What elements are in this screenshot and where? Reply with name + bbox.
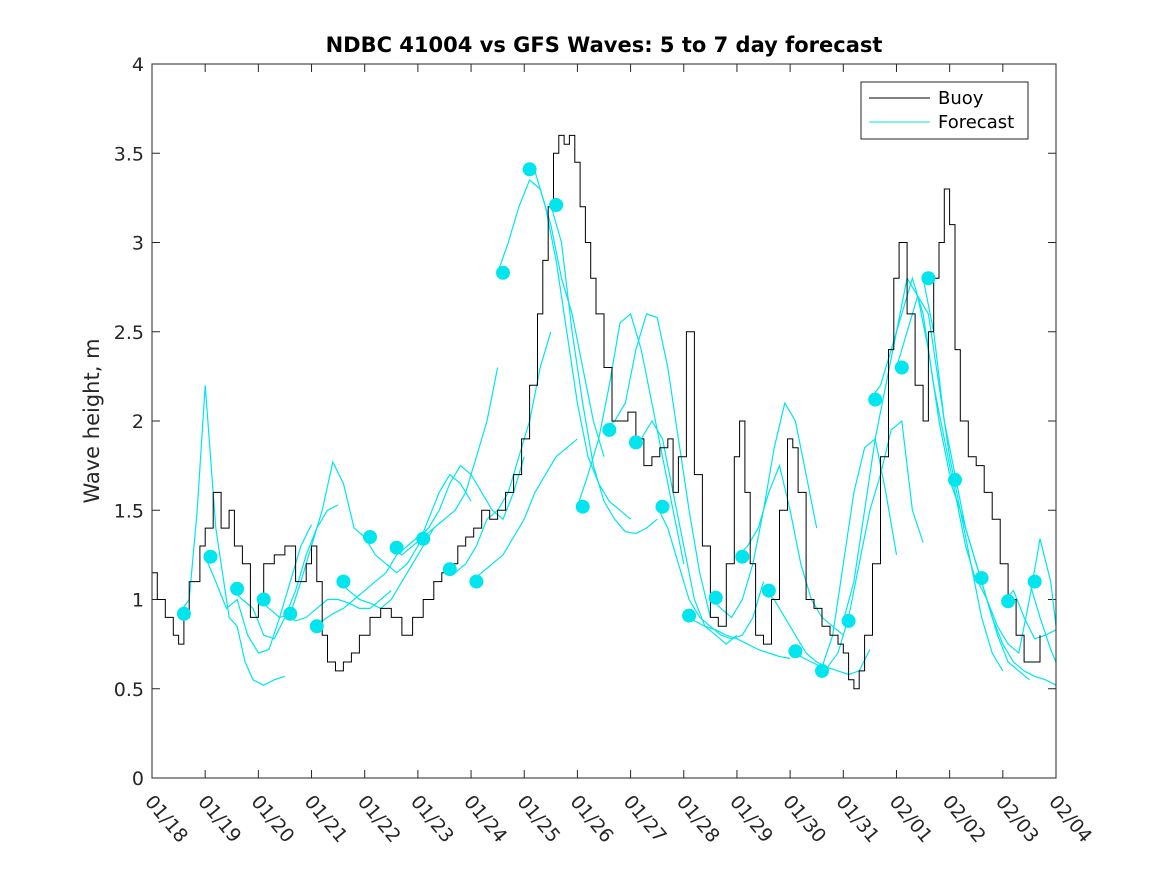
forecast-line: [603, 313, 711, 618]
forecast-marker: [416, 531, 431, 546]
forecast-marker: [442, 562, 457, 577]
y-tick-label: 4: [132, 54, 144, 76]
forecast-line: [816, 419, 924, 672]
forecast-line: [949, 479, 1057, 686]
forecast-marker: [549, 198, 564, 212]
forecast-marker: [682, 608, 697, 623]
forecast-line: [763, 590, 871, 676]
forecast-marker: [1027, 574, 1042, 589]
forecast-marker: [948, 472, 962, 487]
forecast-line: [178, 385, 286, 686]
forecast-marker: [841, 613, 856, 628]
forecast-marker: [815, 663, 829, 678]
forecast-line: [789, 437, 898, 669]
forecast-marker: [389, 540, 404, 555]
legend: Buoy Forecast: [860, 81, 1029, 140]
forecast-marker: [628, 435, 643, 450]
forecast-marker: [522, 162, 537, 177]
forecast-markers: [176, 162, 1042, 678]
forecast-marker: [203, 549, 218, 564]
forecast-line: [497, 179, 605, 457]
y-tick-label: 0.5: [114, 679, 144, 701]
forecast-marker: [655, 499, 670, 514]
forecast-line: [390, 367, 499, 556]
forecast-marker: [974, 571, 989, 586]
forecast-line: [524, 168, 631, 520]
forecast-marker: [230, 581, 245, 596]
forecast-line: [869, 276, 977, 582]
forecast-marker: [761, 583, 776, 598]
forecast-line: [1028, 581, 1057, 663]
forecast-marker: [363, 530, 377, 544]
y-tick-label: 1.5: [114, 500, 144, 522]
forecast-line: [975, 538, 1057, 655]
forecast-marker: [256, 592, 271, 607]
forecast-line: [470, 438, 578, 583]
buoy-line: [152, 134, 1041, 690]
chart-title: NDBC 41004 vs GFS Waves: 5 to 7 day fore…: [326, 33, 883, 57]
forecast-line: [736, 463, 844, 636]
forecast-marker: [469, 574, 484, 589]
buoy-series-line: [152, 134, 1041, 690]
forecast-line: [1002, 589, 1057, 640]
forecast-marker: [788, 644, 803, 659]
legend-label-forecast: Forecast: [938, 112, 1014, 133]
forecast-line: [417, 456, 525, 540]
plot-area: [152, 134, 1057, 690]
legend-box: [860, 81, 1029, 140]
forecast-line: [550, 204, 658, 535]
forecast-line: [895, 294, 1004, 672]
y-tick-label: 0: [132, 768, 144, 790]
forecast-marker: [921, 271, 936, 286]
forecast-marker: [868, 392, 883, 407]
forecast-marker: [336, 574, 351, 589]
forecast-lines: [178, 168, 1057, 686]
forecast-marker: [575, 499, 590, 514]
y-tick-label: 3.5: [114, 143, 144, 165]
forecast-marker: [735, 549, 750, 564]
forecast-line: [204, 524, 313, 654]
forecast-marker: [1001, 594, 1016, 609]
forecast-marker: [708, 590, 723, 605]
forecast-line: [683, 615, 791, 659]
y-tick-label: 1: [132, 590, 144, 612]
forecast-marker: [176, 606, 191, 621]
forecast-line: [656, 506, 765, 640]
forecast-marker: [602, 422, 617, 437]
y-tick-labels: 0 0.5 1 1.5 2 2.5 3 3.5 4: [114, 54, 144, 790]
forecast-marker: [894, 360, 909, 375]
y-tick-label: 2: [132, 411, 144, 433]
legend-label-buoy: Buoy: [938, 88, 984, 109]
axes-box: [151, 63, 1057, 779]
forecast-marker: [496, 265, 510, 280]
forecast-line: [576, 312, 685, 564]
forecast-marker: [283, 606, 298, 621]
y-tick-label: 3: [132, 233, 144, 255]
forecast-line: [630, 419, 738, 645]
forecast-marker: [309, 619, 324, 634]
y-tick-label: 2.5: [114, 322, 144, 344]
y-axis-label: Wave height, m: [80, 338, 104, 503]
